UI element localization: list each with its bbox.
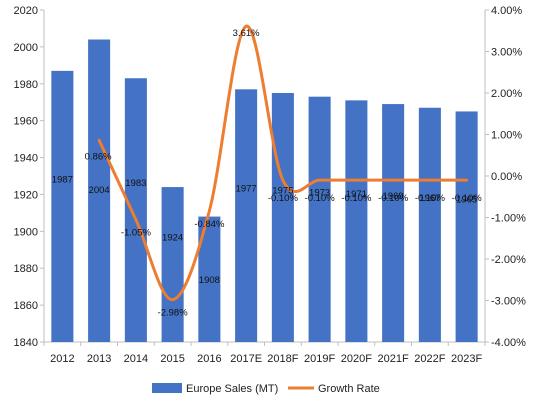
x-tick-label: 2018F (267, 353, 298, 365)
legend-label-line: Growth Rate (318, 383, 380, 395)
right-tick-label: 1.00% (491, 130, 522, 142)
right-tick-label: -3.00% (491, 296, 526, 308)
left-tick-label: 1980 (14, 79, 38, 91)
bar-value-label: 1983 (125, 178, 146, 189)
x-tick-label: 2022F (414, 353, 445, 365)
line-series (97, 24, 469, 302)
growth-rate-label: -0.10% (268, 193, 299, 204)
x-tick-label: 2023F (451, 353, 482, 365)
right-tick-label: 3.00% (491, 47, 522, 59)
growth-rate-label: -0.10% (378, 193, 409, 204)
right-tick-label: 0.00% (491, 171, 522, 183)
bar (455, 111, 478, 342)
growth-rate-label: -0.84% (194, 219, 225, 230)
bar (88, 39, 111, 343)
right-tick-label: -1.00% (491, 213, 526, 225)
bar-value-label: 1975 (272, 186, 293, 197)
x-tick-label: 2014 (124, 353, 148, 365)
bar-value-label: 1908 (199, 275, 220, 286)
bar (235, 89, 258, 342)
bar-value-label: 2004 (89, 185, 110, 196)
growth-rate-label: -1.05% (121, 228, 152, 239)
legend: Europe Sales (MT) Growth Rate (152, 383, 380, 395)
right-tick-label: 2.00% (491, 88, 522, 100)
legend-label-bar: Europe Sales (MT) (186, 383, 278, 395)
bar (345, 100, 368, 342)
bar (161, 187, 184, 342)
left-tick-label: 2020 (14, 5, 38, 17)
x-tick-label: 2019F (304, 353, 335, 365)
left-tick-label: 1860 (14, 300, 38, 312)
growth-rate-label: 0.86% (85, 151, 112, 162)
x-tick-label: 2020F (341, 353, 372, 365)
axes: 1840 1860 1880 1900 1920 1940 1960 1980 2000 2020… (14, 5, 527, 365)
bar-value-label: 1967 (419, 193, 440, 204)
bar (198, 216, 221, 342)
bar (51, 70, 74, 342)
growth-rate-label: 3.61% (233, 28, 260, 39)
bar (308, 96, 331, 342)
bar-value-label: 1924 (162, 233, 183, 244)
bar (271, 93, 294, 342)
bar-value-label: 1969 (383, 191, 404, 202)
bar-value-label: 1973 (309, 187, 330, 198)
growth-rate-line (97, 24, 469, 302)
left-tick-label: 1920 (14, 189, 38, 201)
growth-rate-label: -0.10% (341, 193, 372, 204)
bar (418, 107, 441, 342)
bar-value-label: 1977 (236, 184, 257, 195)
x-tick-label: 2012 (50, 353, 74, 365)
data-labels: 1987 2004 1983 1924 1908 1977 1975 1973 1971 1969… (52, 28, 482, 318)
bar-value-label: 1987 (52, 174, 73, 185)
x-tick-label: 2017E (230, 353, 262, 365)
x-tick-label: 2015 (160, 353, 184, 365)
growth-rate-label: -2.98% (158, 308, 189, 319)
right-tick-label: -2.00% (491, 254, 526, 266)
left-tick-label: 1840 (14, 337, 38, 349)
left-tick-label: 1900 (14, 226, 38, 238)
left-tick-label: 1940 (14, 153, 38, 165)
left-tick-label: 2000 (14, 42, 38, 54)
right-tick-label: -4.00% (491, 337, 526, 349)
bar-value-label: 1971 (346, 189, 367, 200)
bar-value-label: 1965 (456, 195, 477, 206)
x-tick-label: 2013 (87, 353, 111, 365)
bar (124, 78, 147, 342)
bar-series (51, 39, 478, 343)
x-tick-label: 2016 (197, 353, 221, 365)
right-tick-label: 4.00% (491, 5, 522, 17)
bar (382, 104, 405, 342)
growth-rate-label: -0.10% (305, 193, 336, 204)
x-tick-label: 2021F (378, 353, 409, 365)
growth-rate-label: -0.10% (452, 193, 483, 204)
growth-rate-label: -0.10% (415, 193, 446, 204)
legend-swatch-bar (152, 383, 182, 393)
left-tick-label: 1880 (14, 263, 38, 275)
left-tick-label: 1960 (14, 116, 38, 128)
